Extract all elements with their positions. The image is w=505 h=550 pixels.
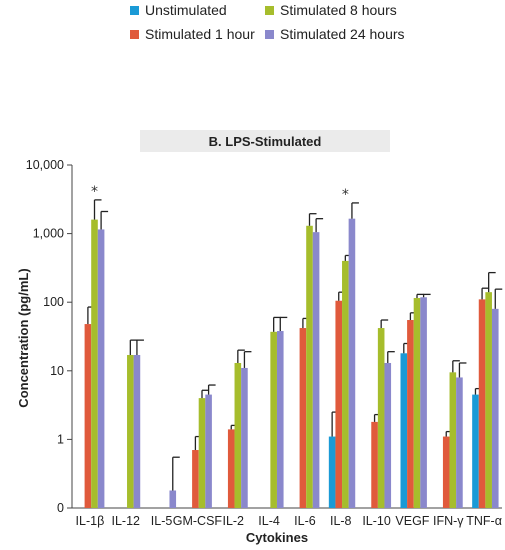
y-tick-label: 0 bbox=[57, 501, 64, 515]
bar-stimulated-8-hours-il-8 bbox=[342, 260, 349, 508]
legend-swatch-stimulated-24-hours bbox=[265, 30, 274, 39]
y-tick-label: 1,000 bbox=[33, 227, 64, 241]
bar-stimulated-1-hour-gm-csf bbox=[192, 450, 199, 508]
y-axis-title: Concentration (pg/mL) bbox=[16, 268, 31, 407]
bar-stimulated-24-hours-il-1 bbox=[97, 229, 105, 508]
bar-stimulated-1-hour-il-8 bbox=[335, 300, 343, 508]
bar-stimulated-8-hours-il-10 bbox=[377, 328, 385, 508]
x-tick-label-il-8: IL-8 bbox=[330, 514, 352, 528]
legend-swatch-stimulated-1-hour bbox=[130, 30, 139, 39]
bar-stimulated-8-hours-vegf bbox=[413, 298, 421, 508]
bar-stimulated-8-hours-gm-csf bbox=[198, 398, 206, 508]
bar-stimulated-1-hour-ifn bbox=[442, 436, 450, 508]
bar-stimulated-8-hours-tnf bbox=[485, 292, 492, 508]
x-tick-label-gm-csf: GM-CSF bbox=[173, 514, 223, 528]
x-tick-label-il-2: IL-2 bbox=[222, 514, 244, 528]
bar-stimulated-8-hours-il-12 bbox=[127, 354, 134, 508]
bar-stimulated-24-hours-il-10 bbox=[384, 362, 392, 508]
bar-stimulated-1-hour-tnf bbox=[478, 299, 486, 508]
x-axis-title: Cytokines bbox=[246, 530, 308, 545]
x-tick-label-tnf: TNF-α bbox=[466, 514, 502, 528]
bar-stimulated-1-hour-il-10 bbox=[371, 421, 378, 508]
bar-unstimulated-tnf bbox=[472, 394, 479, 508]
bar-stimulated-24-hours-il-8 bbox=[348, 218, 356, 508]
bar-stimulated-1-hour-il-1 bbox=[84, 324, 92, 508]
x-tick-label-il-6: IL-6 bbox=[294, 514, 316, 528]
bar-stimulated-24-hours-il-2 bbox=[241, 367, 248, 508]
bar-stimulated-24-hours-il-12 bbox=[133, 354, 141, 508]
bar-stimulated-8-hours-ifn bbox=[449, 372, 457, 508]
bar-stimulated-24-hours-tnf bbox=[491, 308, 499, 508]
x-tick-label-il-4: IL-4 bbox=[258, 514, 280, 528]
x-tick-label-il-12: IL-12 bbox=[112, 514, 141, 528]
chart-title: B. LPS-Stimulated bbox=[209, 134, 322, 149]
legend-label-unstimulated: Unstimulated bbox=[145, 2, 227, 18]
legend-label-stimulated-8-hours: Stimulated 8 hours bbox=[280, 2, 397, 18]
legend-swatch-stimulated-8-hours bbox=[265, 6, 274, 15]
bar-stimulated-8-hours-il-2 bbox=[234, 362, 242, 508]
bar-stimulated-24-hours-il-5 bbox=[169, 490, 177, 508]
x-tick-label-il-1: IL-1β bbox=[76, 514, 105, 528]
x-tick-label-ifn: IFN-γ bbox=[433, 514, 464, 528]
annotation-star-il-8: * bbox=[342, 187, 349, 203]
bar-unstimulated-vegf bbox=[400, 353, 408, 508]
bar-unstimulated-il-8 bbox=[328, 436, 336, 508]
bar-stimulated-8-hours-il-4 bbox=[270, 331, 277, 508]
bar-stimulated-1-hour-vegf bbox=[407, 320, 414, 508]
legend-label-stimulated-1-hour: Stimulated 1 hour bbox=[145, 26, 255, 42]
bar-stimulated-24-hours-vegf bbox=[420, 297, 427, 508]
x-tick-label-il-10: IL-10 bbox=[362, 514, 391, 528]
y-tick-label: 100 bbox=[43, 295, 64, 309]
chart-title-box bbox=[140, 130, 390, 152]
legend-label-stimulated-24-hours: Stimulated 24 hours bbox=[280, 26, 405, 42]
legend: Unstimulated Stimulated 1 hour Stimulated … bbox=[130, 2, 405, 42]
y-tick-label: 10,000 bbox=[26, 158, 64, 172]
bar-stimulated-24-hours-gm-csf bbox=[205, 394, 212, 508]
bar-stimulated-1-hour-il-2 bbox=[227, 429, 235, 508]
annotation-star-il-1: * bbox=[91, 184, 98, 200]
y-tick-label: 1 bbox=[57, 432, 64, 446]
bar-stimulated-8-hours-il-6 bbox=[306, 225, 313, 508]
bar-stimulated-24-hours-il-4 bbox=[276, 331, 284, 508]
x-tick-label-il-5: IL-5 bbox=[151, 514, 173, 528]
bar-stimulated-24-hours-ifn bbox=[456, 377, 463, 508]
bar-stimulated-8-hours-il-1 bbox=[91, 219, 98, 509]
legend-swatch-unstimulated bbox=[130, 6, 139, 15]
y-tick-label: 10 bbox=[50, 364, 64, 378]
x-tick-label-vegf: VEGF bbox=[395, 514, 429, 528]
bar-stimulated-1-hour-il-6 bbox=[299, 328, 307, 508]
bar-stimulated-24-hours-il-6 bbox=[312, 232, 320, 508]
